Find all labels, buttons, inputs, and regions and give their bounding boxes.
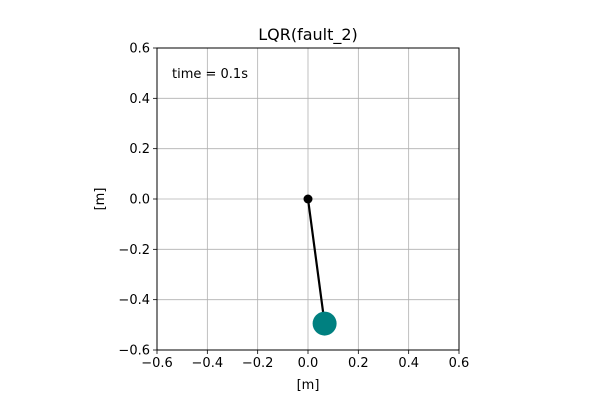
y-tick-label: −0.2 [118,243,150,258]
y-tick-label: −0.6 [118,344,150,359]
y-tick-label: 0.4 [129,92,150,107]
x-tick-label: −0.2 [242,356,274,371]
tick-labels: −0.6 −0.4 −0.2 0.0 0.2 0.4 0.6 −0.6 −0.4 −0.2 0.0 0… [118,42,469,372]
pendulum-bob [312,311,337,336]
pendulum [303,194,337,336]
time-annotation: time = 0.1s [172,67,248,82]
y-axis-label: [m] [93,188,108,211]
ticks [153,47,460,354]
x-tick-label: −0.4 [192,356,224,371]
y-tick-label: 0.6 [129,42,150,57]
x-tick-label: −0.6 [141,356,173,371]
pendulum-rod [306,197,326,325]
x-tick-label: 0.0 [298,356,319,371]
pendulum-pivot [303,194,313,204]
chart-title: LQR(fault_2) [258,25,358,45]
x-tick-label: 0.6 [449,356,470,371]
y-tick-label: 0.2 [129,142,150,157]
x-axis-label: [m] [297,378,320,393]
y-tick-label: 0.0 [129,193,150,208]
x-tick-label: 0.4 [398,356,419,371]
y-tick-label: −0.4 [118,293,150,308]
x-tick-label: 0.2 [348,356,369,371]
